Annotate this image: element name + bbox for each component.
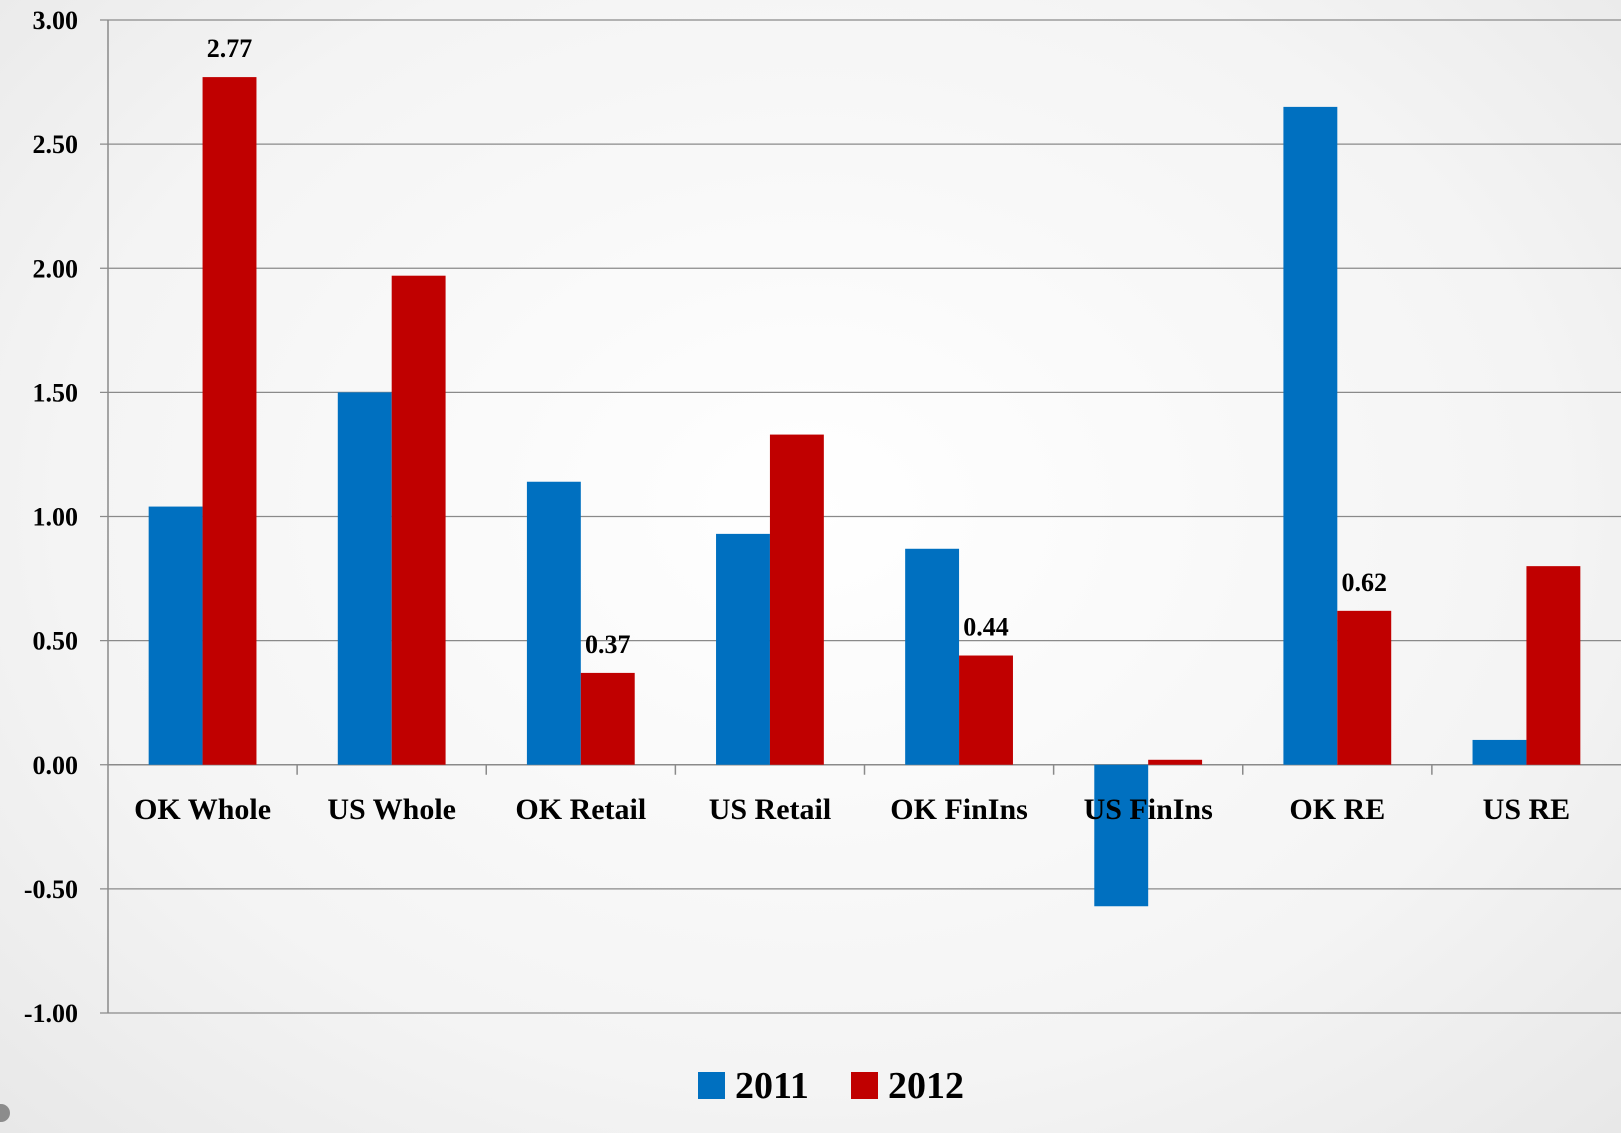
- category-label: OK RE: [1289, 793, 1385, 826]
- bar-2012-ok-re: [1337, 610, 1392, 765]
- bar-2012-ok-finins: [959, 655, 1013, 765]
- y-tick-label: -0.50: [24, 875, 78, 904]
- legend-swatch-2011: [698, 1072, 725, 1099]
- category-label: US Retail: [709, 793, 832, 826]
- y-tick-label: 1.00: [33, 503, 79, 532]
- bar-2011-us-retail: [716, 533, 770, 765]
- data-label: 0.62: [1342, 568, 1388, 597]
- bar-2011-ok-finins: [905, 548, 960, 765]
- bar-2011-ok-whole: [148, 506, 203, 765]
- category-label: OK Whole: [134, 793, 271, 826]
- category-label: US FinIns: [1084, 793, 1213, 826]
- bar-2012-us-re: [1526, 566, 1581, 765]
- bar-2011-us-finins: [1094, 764, 1149, 907]
- data-labels: 2.77 0.37 0.44 0.62: [207, 34, 1387, 659]
- legend: 2011 2012: [698, 1065, 964, 1107]
- bar-2011-ok-re: [1283, 106, 1338, 765]
- y-tick-label: 0.00: [33, 751, 79, 780]
- category-label: US RE: [1483, 793, 1571, 826]
- data-label: 0.37: [585, 630, 631, 659]
- legend-swatch-2012: [851, 1072, 878, 1099]
- y-axis-tick-labels: 3.00 2.50 2.00 1.50 1.00 0.50 0.00 -0.50 -1.00: [24, 6, 78, 1028]
- bars: [148, 77, 1581, 907]
- gridlines: [100, 19, 1621, 1014]
- y-tick-label: 2.00: [33, 254, 79, 283]
- y-tick-label: 1.50: [33, 378, 79, 407]
- bar-2012-us-whole: [391, 275, 446, 765]
- y-tick-label: 3.00: [33, 6, 79, 35]
- bar-2011-us-whole: [337, 392, 392, 765]
- y-tick-label: 2.50: [33, 130, 79, 159]
- data-label: 2.77: [207, 34, 253, 63]
- category-label: OK Retail: [515, 793, 646, 826]
- bar-2011-us-re: [1472, 739, 1527, 765]
- data-label: 0.44: [963, 613, 1009, 642]
- bar-2011-ok-retail: [526, 481, 581, 765]
- category-label: OK FinIns: [890, 793, 1028, 826]
- bar-2012-ok-retail: [580, 672, 635, 765]
- category-labels: OK Whole US Whole OK Retail US Retail OK Fin…: [134, 793, 1570, 826]
- slide-corner-dot: [0, 1104, 10, 1122]
- bar-2012-ok-whole: [202, 77, 257, 765]
- legend-label: 2011: [735, 1065, 809, 1107]
- bar-2012-us-retail: [769, 434, 824, 765]
- legend-label: 2012: [888, 1065, 964, 1107]
- category-label: US Whole: [327, 793, 456, 826]
- y-tick-label: -1.00: [24, 999, 78, 1028]
- y-tick-label: 0.50: [33, 627, 79, 656]
- bar-2012-us-finins: [1148, 759, 1203, 765]
